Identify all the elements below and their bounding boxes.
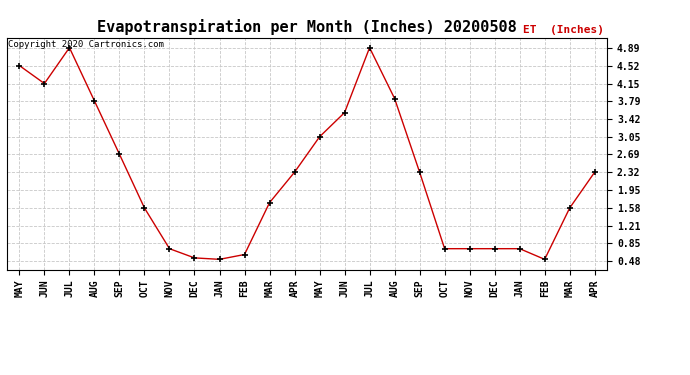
Text: ET  (Inches): ET (Inches)	[523, 25, 604, 35]
Title: Evapotranspiration per Month (Inches) 20200508: Evapotranspiration per Month (Inches) 20…	[97, 19, 517, 35]
Text: Copyright 2020 Cartronics.com: Copyright 2020 Cartronics.com	[8, 40, 164, 49]
